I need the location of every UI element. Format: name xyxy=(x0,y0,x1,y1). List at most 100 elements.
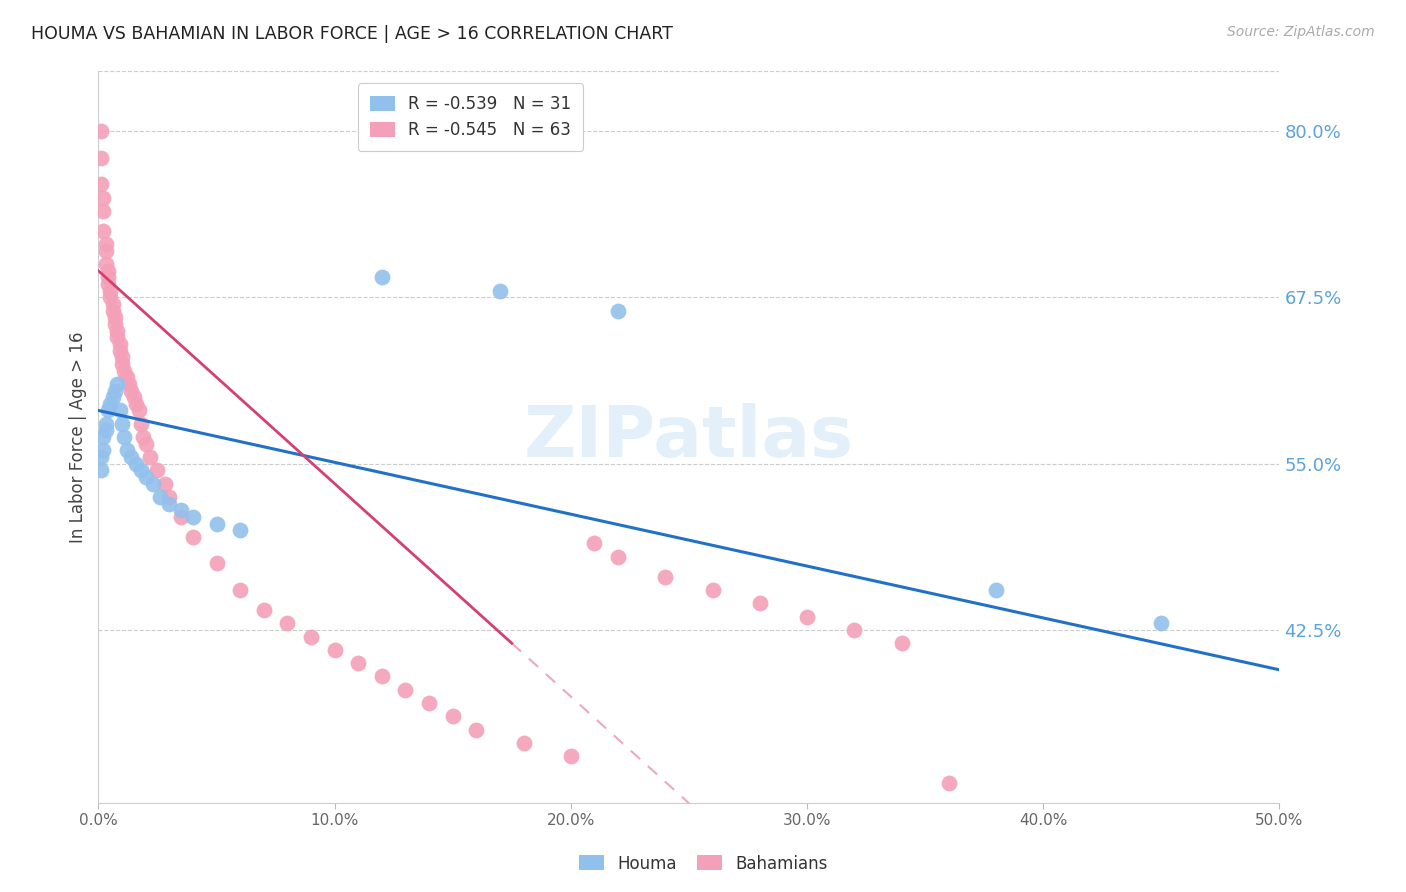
Point xyxy=(105,324,128,338)
Point xyxy=(146,463,169,477)
Point xyxy=(607,303,630,318)
Point xyxy=(91,204,114,219)
Point xyxy=(112,430,135,444)
Point xyxy=(205,516,228,531)
Point xyxy=(654,570,676,584)
Point xyxy=(94,424,117,438)
Point xyxy=(125,457,148,471)
Point xyxy=(97,270,120,285)
Point xyxy=(229,582,252,597)
Point xyxy=(890,636,912,650)
Point xyxy=(181,509,204,524)
Point xyxy=(465,723,488,737)
Point xyxy=(104,384,127,398)
Point xyxy=(97,403,120,417)
Point xyxy=(94,244,117,258)
Point xyxy=(129,463,152,477)
Text: ZIPatlas: ZIPatlas xyxy=(524,402,853,472)
Point xyxy=(108,337,131,351)
Point xyxy=(441,709,464,723)
Point xyxy=(90,124,112,138)
Point xyxy=(149,490,172,504)
Point xyxy=(181,530,204,544)
Point xyxy=(97,264,120,278)
Point xyxy=(105,376,128,391)
Point xyxy=(90,450,112,464)
Point xyxy=(299,630,322,644)
Point xyxy=(560,749,582,764)
Point xyxy=(702,582,724,597)
Point xyxy=(607,549,630,564)
Point xyxy=(118,376,141,391)
Point xyxy=(111,351,134,365)
Point xyxy=(94,257,117,271)
Point xyxy=(938,776,960,790)
Point xyxy=(91,191,114,205)
Point xyxy=(489,284,512,298)
Point xyxy=(157,490,180,504)
Legend: Houma, Bahamians: Houma, Bahamians xyxy=(572,848,834,880)
Point xyxy=(101,297,124,311)
Point xyxy=(108,403,131,417)
Point xyxy=(122,390,145,404)
Point xyxy=(394,682,416,697)
Point xyxy=(121,450,143,464)
Point xyxy=(115,443,138,458)
Point xyxy=(101,303,124,318)
Point xyxy=(844,623,866,637)
Point xyxy=(90,463,112,477)
Point xyxy=(276,616,298,631)
Point xyxy=(139,450,162,464)
Legend: R = -0.539   N = 31, R = -0.545   N = 63: R = -0.539 N = 31, R = -0.545 N = 63 xyxy=(359,83,583,151)
Point xyxy=(748,596,770,610)
Point xyxy=(98,397,121,411)
Point xyxy=(153,476,176,491)
Point xyxy=(229,523,252,537)
Point xyxy=(104,317,127,331)
Point xyxy=(108,343,131,358)
Point xyxy=(94,237,117,252)
Point xyxy=(104,310,127,325)
Point xyxy=(128,403,150,417)
Point xyxy=(583,536,606,550)
Point xyxy=(170,503,193,517)
Point xyxy=(125,397,148,411)
Point xyxy=(101,390,124,404)
Point xyxy=(984,582,1007,597)
Point xyxy=(253,603,276,617)
Point xyxy=(112,363,135,377)
Text: Source: ZipAtlas.com: Source: ZipAtlas.com xyxy=(1227,25,1375,39)
Point xyxy=(132,430,155,444)
Point xyxy=(121,384,143,398)
Point xyxy=(115,370,138,384)
Point xyxy=(1150,616,1173,631)
Point xyxy=(135,470,157,484)
Point xyxy=(129,417,152,431)
Point xyxy=(796,609,818,624)
Point xyxy=(98,284,121,298)
Point xyxy=(111,357,134,371)
Point xyxy=(98,290,121,304)
Point xyxy=(157,497,180,511)
Point xyxy=(371,669,394,683)
Text: HOUMA VS BAHAMIAN IN LABOR FORCE | AGE > 16 CORRELATION CHART: HOUMA VS BAHAMIAN IN LABOR FORCE | AGE >… xyxy=(31,25,673,43)
Point xyxy=(347,656,370,670)
Point xyxy=(91,430,114,444)
Point xyxy=(94,417,117,431)
Point xyxy=(170,509,193,524)
Point xyxy=(371,270,394,285)
Point xyxy=(512,736,534,750)
Point xyxy=(90,151,112,165)
Y-axis label: In Labor Force | Age > 16: In Labor Force | Age > 16 xyxy=(69,331,87,543)
Point xyxy=(91,224,114,238)
Point xyxy=(323,643,346,657)
Point xyxy=(111,417,134,431)
Point xyxy=(135,436,157,450)
Point xyxy=(418,696,440,710)
Point xyxy=(90,178,112,192)
Point xyxy=(205,557,228,571)
Point xyxy=(142,476,165,491)
Point xyxy=(91,443,114,458)
Point xyxy=(97,277,120,292)
Point xyxy=(105,330,128,344)
